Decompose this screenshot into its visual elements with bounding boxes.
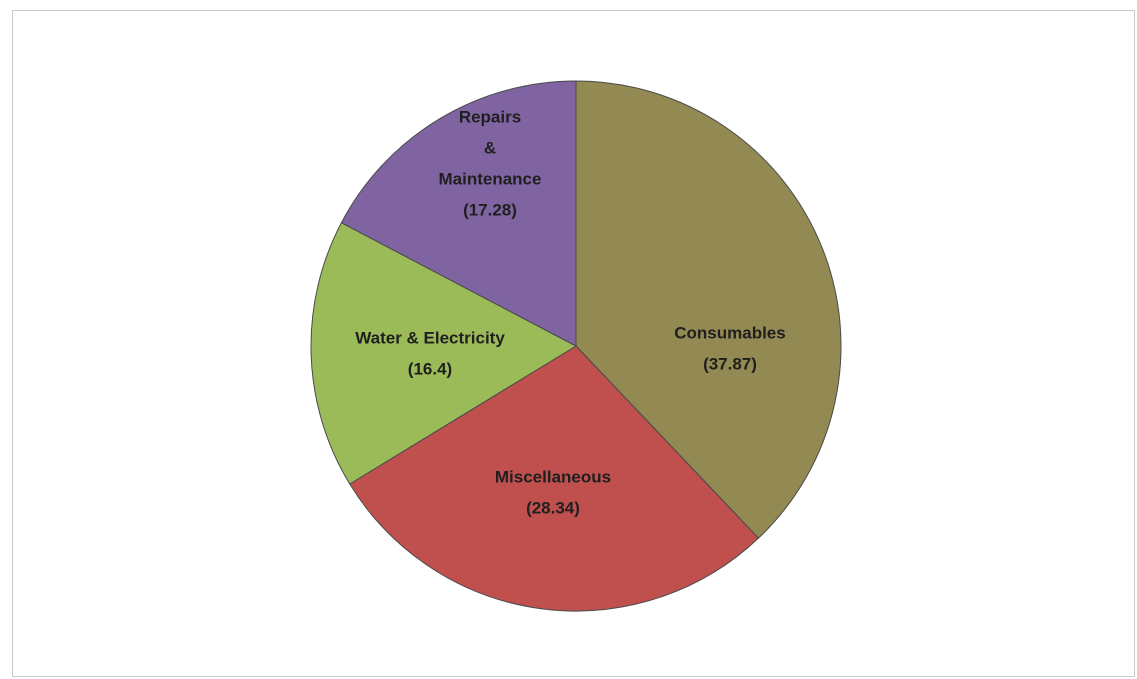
slice-label-water-electricity: Water & Electricity (16.4) <box>355 329 505 379</box>
pie-slice-consumables <box>575 80 842 539</box>
pie-labels: Consumables (37.87) Miscellaneous (28.34) Wa… <box>355 108 786 518</box>
slice-name-label: Maintenance <box>439 170 542 189</box>
pie-slice-water-electricity <box>310 222 578 485</box>
slice-value-label: (28.34) <box>526 499 580 518</box>
slice-name-label: Consumables <box>674 324 785 343</box>
pie-slices <box>310 80 842 612</box>
slice-name-label: Water & Electricity <box>355 329 505 348</box>
slice-label-miscellaneous: Miscellaneous (28.34) <box>495 468 611 518</box>
slice-label-consumables: Consumables (37.87) <box>674 324 785 374</box>
slice-name-label: Miscellaneous <box>495 468 611 487</box>
slice-name-label: Repairs <box>459 108 521 127</box>
pie-slice-repairs-maintenance <box>340 80 577 347</box>
pie-slice-miscellaneous <box>349 345 760 612</box>
slice-label-repairs-maintenance: Repairs & Maintenance (17.28) <box>439 108 542 220</box>
slice-value-label: (17.28) <box>463 201 517 220</box>
slice-value-label: (16.4) <box>408 360 452 379</box>
slice-value-label: (37.87) <box>703 355 757 374</box>
slice-name-label: & <box>484 139 496 158</box>
